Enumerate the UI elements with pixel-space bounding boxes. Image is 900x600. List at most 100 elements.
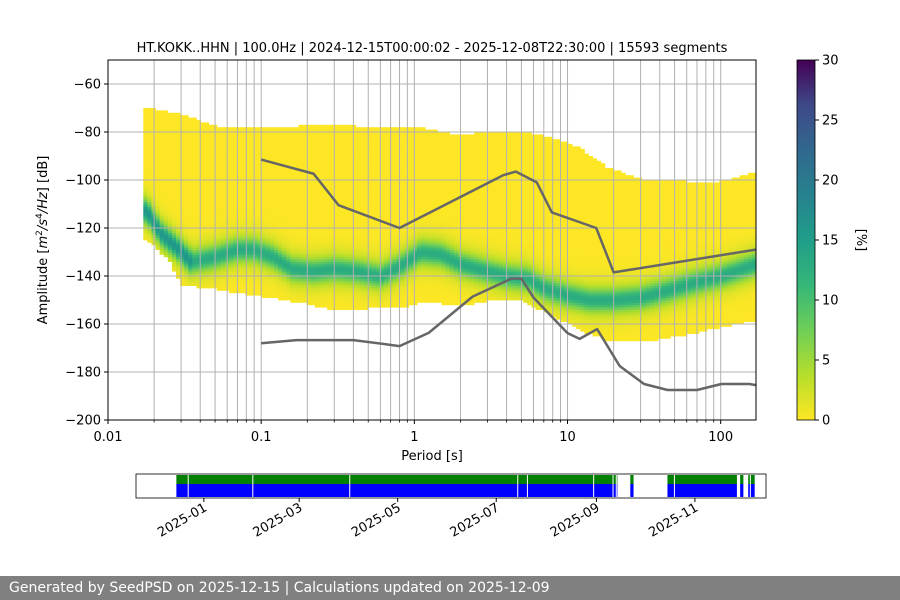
- density-bin: [367, 129, 373, 133]
- density-bin: [298, 254, 303, 258]
- density-bin: [359, 170, 365, 174]
- density-bin: [376, 180, 381, 183]
- density-bin: [412, 208, 418, 212]
- density-bin: [412, 139, 418, 142]
- density-bin: [180, 160, 185, 164]
- density-bin: [229, 244, 234, 248]
- density-bin: [408, 136, 414, 140]
- density-bin: [335, 278, 340, 282]
- density-bin: [355, 187, 361, 190]
- density-bin: [425, 268, 430, 272]
- density-bin: [159, 249, 165, 253]
- density-bin: [372, 165, 377, 169]
- density-bin: [396, 300, 402, 303]
- density-bin: [318, 163, 324, 166]
- density-bin: [359, 184, 365, 188]
- density-bin: [261, 247, 267, 250]
- density-bin: [294, 240, 299, 243]
- density-bin: [372, 228, 377, 231]
- density-bin: [290, 180, 295, 183]
- density-bin: [343, 141, 348, 145]
- density-bin: [290, 182, 295, 186]
- density-bin: [257, 225, 263, 229]
- density-bin: [302, 228, 308, 231]
- density-bin: [253, 196, 259, 200]
- density-bin: [310, 300, 316, 303]
- density-bin: [355, 156, 361, 159]
- density-bin: [143, 141, 148, 145]
- density-bin: [265, 261, 271, 265]
- density-bin: [204, 254, 210, 258]
- density-bin: [229, 225, 234, 229]
- density-bin: [310, 252, 316, 255]
- density-bin: [192, 163, 197, 166]
- density-bin: [269, 278, 275, 282]
- density-bin: [269, 220, 275, 224]
- density-bin: [367, 237, 373, 241]
- density-bin: [274, 158, 279, 162]
- density-bin: [318, 160, 324, 164]
- density-bin: [200, 223, 205, 226]
- density-bin: [261, 268, 267, 272]
- density-bin: [241, 177, 246, 181]
- density-bin: [286, 288, 291, 291]
- density-bin: [200, 172, 205, 176]
- density-bin: [184, 208, 189, 212]
- density-bin: [310, 230, 316, 234]
- density-bin: [204, 151, 210, 154]
- density-bin: [318, 127, 324, 130]
- density-bin: [175, 122, 181, 126]
- density-bin: [339, 170, 344, 174]
- density-bin: [184, 168, 189, 171]
- density-bin: [363, 199, 369, 202]
- density-bin: [241, 141, 246, 145]
- density-bin: [249, 237, 254, 241]
- density-bin: [180, 115, 185, 118]
- density-bin: [167, 189, 173, 193]
- density-bin: [188, 184, 193, 188]
- density-bin: [425, 285, 430, 289]
- density-bin: [188, 249, 193, 253]
- density-bin: [188, 124, 193, 128]
- density-bin: [286, 160, 291, 164]
- density-bin: [372, 232, 377, 236]
- density-bin: [302, 252, 308, 255]
- density-bin: [408, 252, 414, 255]
- density-bin: [253, 148, 259, 152]
- density-bin: [290, 127, 295, 130]
- density-bin: [184, 148, 189, 152]
- density-bin: [229, 170, 234, 174]
- density-bin: [192, 175, 197, 178]
- density-bin: [359, 187, 365, 190]
- density-bin: [355, 204, 361, 207]
- density-bin: [200, 158, 205, 162]
- density-bin: [408, 261, 414, 265]
- density-bin: [343, 295, 348, 298]
- density-bin: [286, 285, 291, 289]
- density-bin: [188, 268, 193, 272]
- density-bin: [241, 283, 246, 286]
- density-bin: [376, 144, 381, 147]
- density-bin: [290, 170, 295, 174]
- density-bin: [380, 247, 385, 250]
- density-bin: [163, 223, 169, 226]
- density-bin: [412, 204, 418, 207]
- density-bin: [282, 139, 287, 142]
- density-bin: [159, 235, 165, 238]
- density-bin: [408, 271, 414, 274]
- density-bin: [261, 208, 267, 212]
- density-bin: [167, 230, 173, 234]
- density-bin: [290, 175, 295, 178]
- density-bin: [216, 256, 222, 260]
- density-bin: [233, 283, 238, 286]
- density-bin: [372, 153, 377, 157]
- density-bin: [265, 180, 271, 183]
- density-bin: [261, 216, 267, 219]
- density-bin: [155, 232, 161, 236]
- density-bin: [180, 146, 185, 150]
- density-bin: [274, 134, 279, 138]
- density-bin: [269, 204, 275, 207]
- density-bin: [302, 136, 308, 140]
- density-bin: [380, 192, 385, 195]
- density-bin: [408, 235, 414, 238]
